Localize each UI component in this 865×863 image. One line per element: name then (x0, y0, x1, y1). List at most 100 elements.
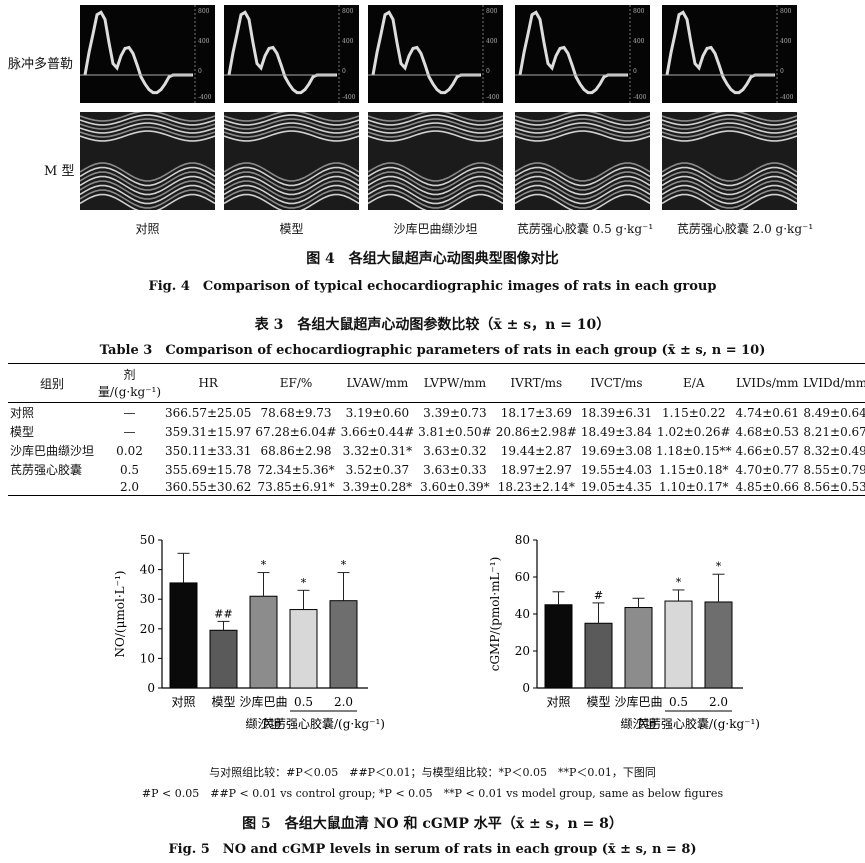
value-cell: 72.34±5.36* (257, 462, 335, 477)
doppler-scale-label: 800 (633, 8, 645, 15)
mmode-wall-band (368, 114, 503, 126)
mmode-wall-band (80, 184, 215, 205)
value-cell: — (123, 424, 136, 439)
y-tick-label: 0 (522, 681, 530, 695)
fig4-caption-cn: 图 4 各组大鼠超声心动图典型图像对比 (306, 251, 559, 267)
doppler-scale-label: 400 (342, 38, 354, 45)
doppler-row-label: 脉冲多普勒 (8, 57, 74, 72)
mmode-wall-band (368, 175, 503, 196)
y-tick-label: 20 (140, 622, 155, 636)
mmode-wall-band (80, 130, 215, 142)
value-cell: 68.86±2.98 (260, 443, 332, 458)
value-cell: 1.15±0.18* (659, 462, 729, 477)
doppler-image-2: 800 400 0 -400 (368, 5, 503, 103)
dose-group-label: 芪苈强心胶囊/(g·kg⁻¹) (262, 716, 385, 731)
y-axis-label: cGMP/(pmol·mL⁻¹) (488, 557, 502, 672)
mmode-wall-band (224, 114, 359, 126)
significance-mark: * (301, 576, 307, 589)
mmode-wall-band (80, 180, 215, 200)
mmode-wall-band (515, 180, 650, 200)
mmode-wall-band (662, 193, 797, 210)
mmode-wall-band (80, 166, 215, 187)
mmode-wall-band (368, 112, 503, 122)
mmode-wall-band (368, 166, 503, 187)
table3-title-en: Table 3 Comparison of echocardiographic … (99, 343, 766, 358)
value-cell: 3.81±0.50# (418, 424, 492, 439)
significance-mark: * (261, 559, 267, 572)
value-cell: 18.49±3.84 (580, 424, 653, 439)
mmode-wall-band (224, 180, 359, 200)
y-tick-label: 0 (147, 681, 155, 695)
doppler-scale-label: 0 (780, 68, 784, 75)
doppler-scale-label: -400 (342, 94, 356, 101)
mmode-wall-band (224, 122, 359, 134)
header-group: 组别 (40, 376, 65, 391)
table-row: 对照 — 366.57±25.05 78.68±9.73 3.19±0.60 3.39±0… (8, 403, 865, 423)
header-lvpw: LVPW/mm (423, 376, 487, 390)
doppler-scale-label: 0 (633, 68, 637, 75)
x-tick-label: 缬沙坦 (620, 717, 656, 731)
bar (584, 622, 613, 689)
value-cell: 1.18±0.15** (656, 443, 732, 458)
mmode-wall-band (368, 171, 503, 191)
value-cell: 3.32±0.31* (342, 443, 413, 458)
mmode-wall-band (515, 114, 650, 126)
value-cell: 360.55±30.62 (165, 480, 252, 494)
value-cell: 20.86±2.98# (495, 424, 577, 439)
mmode-wall-band (662, 114, 797, 126)
header-ea: E/A (683, 376, 705, 390)
value-cell: 18.39±6.31 (580, 405, 653, 420)
x-tick-label: 0.5 (294, 695, 313, 709)
value-cell: 3.52±0.37 (345, 462, 410, 477)
y-tick-label: 20 (515, 644, 530, 658)
mmode-wall-band (368, 122, 503, 134)
value-cell: 1.10±0.17* (659, 480, 729, 494)
doppler-waveform (665, 10, 775, 95)
significance-mark: # (594, 589, 603, 602)
mmode-wall-band (662, 112, 797, 122)
x-tick-label: 模型 (211, 695, 235, 709)
doppler-scale-label: -400 (198, 94, 212, 101)
mmode-wall-band (662, 180, 797, 200)
value-cell: 3.39±0.73 (423, 405, 487, 420)
mmode-wall-band (368, 193, 503, 210)
value-cell: 8.55±0.79 (803, 462, 865, 477)
mmode-wall-band (224, 126, 359, 138)
group-name-cell (8, 479, 96, 496)
mmode-wall-band (80, 114, 215, 126)
mmode-wall-band (368, 180, 503, 200)
group-label-qili-low: 芪苈强心胶囊 0.5 g·kg⁻¹ (516, 222, 654, 236)
mmode-wall-band (368, 184, 503, 205)
header-lvaw: LVAW/mm (346, 376, 409, 390)
group-name-cell: 沙库巴曲缬沙坦 (10, 444, 95, 458)
mmode-wall-band (224, 171, 359, 191)
y-tick-label: 40 (515, 607, 530, 621)
mmode-wall-band (80, 112, 215, 122)
doppler-image-4: 800 400 0 -400 (662, 5, 797, 103)
mmode-wall-band (515, 166, 650, 187)
mmode-wall-band (368, 162, 503, 182)
value-cell: 359.31±15.97 (165, 424, 252, 439)
mmode-wall-band (224, 175, 359, 196)
mmode-wall-band (662, 166, 797, 187)
doppler-waveform (371, 10, 481, 95)
doppler-scale-label: 800 (486, 8, 498, 15)
fig5-caption-en: Fig. 5 NO and cGMP levels in serum of ra… (168, 842, 697, 857)
doppler-scale-label: 0 (198, 68, 202, 75)
value-cell: 19.44±2.87 (500, 443, 572, 458)
mmode-wall-band (662, 126, 797, 138)
mmode-wall-band (515, 112, 650, 122)
mmode-wall-band (662, 184, 797, 205)
mmode-wall-band (224, 189, 359, 209)
value-cell: 19.69±3.08 (580, 443, 653, 458)
header-ivrt: IVRT/ms (510, 376, 563, 390)
header-lvids: LVIDs/mm (736, 376, 799, 390)
mmode-wall-band (515, 118, 650, 130)
group-label-control: 对照 (135, 222, 160, 236)
mmode-wall-band (662, 122, 797, 134)
mmode-image-3 (515, 112, 650, 210)
y-tick-label: 60 (515, 570, 530, 584)
mmode-image-0 (80, 112, 215, 210)
value-cell: 8.21±0.67 (803, 424, 865, 439)
doppler-scale-label: 400 (486, 38, 498, 45)
